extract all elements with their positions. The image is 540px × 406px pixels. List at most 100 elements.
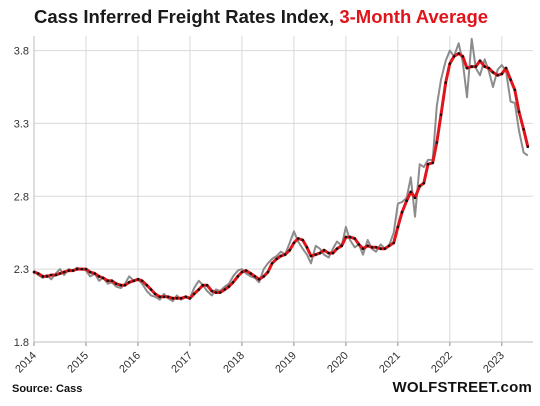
average-point [176, 297, 179, 300]
x-tick-label: 2014 [13, 350, 39, 376]
average-point [115, 282, 118, 285]
average-point [202, 284, 205, 287]
y-tick-label: 3.8 [14, 46, 29, 58]
average-point [185, 296, 188, 299]
average-point [37, 272, 40, 275]
average-point [128, 281, 131, 284]
average-point [319, 252, 322, 255]
average-point [371, 246, 374, 249]
average-point [522, 128, 525, 131]
average-point [288, 249, 291, 252]
average-point [68, 269, 71, 272]
average-point [353, 237, 356, 240]
average-point [349, 236, 352, 239]
average-point [98, 275, 101, 278]
average-point [384, 247, 387, 250]
average-point [501, 73, 504, 76]
average-point [63, 271, 66, 274]
average-markers [33, 52, 529, 299]
average-point [410, 191, 413, 194]
average-point [189, 297, 192, 300]
average-point [271, 262, 274, 265]
average-point [527, 145, 530, 148]
x-tick-label: 2019 [273, 350, 299, 376]
average-point [314, 253, 317, 256]
raw-series [34, 39, 528, 301]
average-point [206, 284, 209, 287]
average-point [262, 275, 265, 278]
axes [34, 36, 533, 346]
average-point [436, 141, 439, 144]
average-point [163, 296, 166, 299]
gridlines [34, 36, 533, 342]
average-point [392, 242, 395, 245]
average-point [33, 271, 36, 274]
average-point [449, 62, 452, 65]
average-point [141, 280, 144, 283]
average-point [284, 253, 287, 256]
y-tick-label: 2.3 [14, 264, 29, 276]
average-point [254, 275, 257, 278]
average-point [431, 162, 434, 165]
average-point [397, 226, 400, 229]
average-point [85, 268, 88, 271]
x-tick-label: 2022 [429, 350, 455, 376]
average-point [42, 275, 45, 278]
average-point [211, 290, 214, 293]
average-point [470, 65, 473, 68]
average-point [154, 293, 157, 296]
average-point [423, 182, 426, 185]
average-point [440, 113, 443, 116]
average-point [180, 297, 183, 300]
average-point [418, 185, 421, 188]
average-point [358, 243, 361, 246]
x-tick-label: 2018 [221, 350, 247, 376]
average-point [215, 291, 218, 294]
average-point [193, 293, 196, 296]
average-point [462, 55, 465, 58]
average-point [107, 280, 110, 283]
average-point [340, 245, 343, 248]
raw-series-line [34, 39, 528, 301]
average-series [34, 54, 528, 299]
average-point [159, 296, 162, 299]
average-point [310, 255, 313, 258]
average-point [219, 291, 222, 294]
average-point [124, 284, 127, 287]
average-point [228, 285, 231, 288]
average-point [362, 247, 365, 250]
x-tick-label: 2023 [481, 350, 507, 376]
average-point [102, 277, 105, 280]
average-point [496, 74, 499, 77]
average-point [483, 65, 486, 68]
average-point [327, 252, 330, 255]
average-point [46, 275, 49, 278]
average-point [172, 297, 175, 300]
average-point [237, 275, 240, 278]
average-point [94, 272, 97, 275]
average-point [133, 280, 136, 283]
average-point [250, 272, 253, 275]
average-point [492, 71, 495, 74]
average-point [453, 55, 456, 58]
average-point [76, 268, 79, 271]
average-point [232, 281, 235, 284]
average-point [81, 268, 84, 271]
average-point [375, 246, 378, 249]
average-point [466, 67, 469, 70]
average-point [72, 269, 75, 272]
average-point [332, 252, 335, 255]
average-point [509, 78, 512, 81]
average-point [224, 288, 227, 291]
average-point [414, 196, 417, 199]
average-point [198, 288, 201, 291]
average-point [479, 60, 482, 63]
average-point [401, 211, 404, 214]
average-point [111, 280, 114, 283]
average-point [306, 246, 309, 249]
average-series-line [34, 54, 528, 299]
average-point [379, 247, 382, 250]
average-point [150, 288, 153, 291]
average-point [323, 249, 326, 252]
